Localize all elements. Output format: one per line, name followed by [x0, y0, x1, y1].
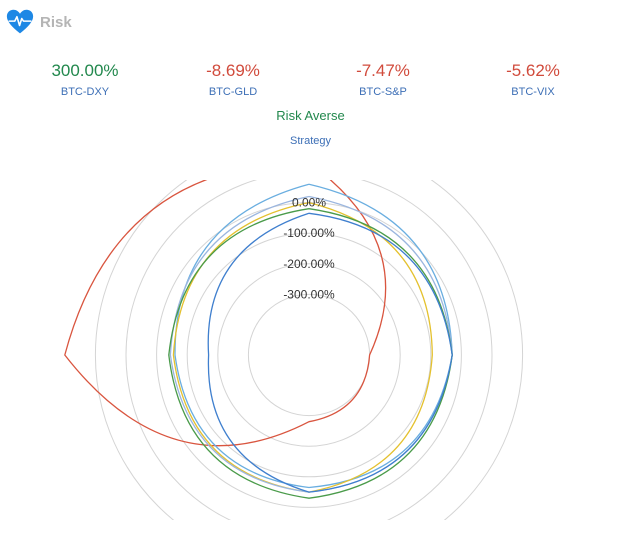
- tick-label: -100.00%: [283, 226, 335, 240]
- grid-ring: [186, 232, 432, 478]
- tick-label: -300.00%: [283, 287, 335, 301]
- heart-pulse-icon: [6, 9, 34, 34]
- panel-header: Risk: [6, 6, 72, 38]
- series-line-6: [207, 212, 453, 493]
- tick-label: -200.00%: [283, 257, 335, 271]
- metric-btc-gld: -8.69% BTC-GLD: [163, 58, 303, 98]
- grid-ring: [217, 263, 401, 447]
- metric-btc-sp: -7.47% BTC-S&P: [313, 58, 453, 98]
- grid-ring: [247, 293, 371, 417]
- metric-value: -5.62%: [506, 61, 560, 80]
- metric-value: 300.00%: [51, 61, 119, 80]
- grid-ring: [94, 180, 524, 520]
- metric-btc-dxy: 300.00% BTC-DXY: [15, 58, 155, 98]
- metric-value: -8.69%: [206, 61, 260, 80]
- regime-label: Risk Averse: [276, 108, 345, 123]
- grid-ring: [125, 180, 493, 520]
- metric-label: BTC-DXY: [60, 86, 110, 98]
- grid-ring: [156, 202, 462, 508]
- series-line-1: [64, 180, 387, 447]
- series-line-5: [168, 208, 453, 499]
- strategy-link[interactable]: Strategy: [290, 135, 331, 147]
- metric-label: BTC-S&P: [359, 86, 407, 98]
- metrics-row: 300.00% BTC-DXY -8.69% BTC-GLD -7.47% BT…: [0, 58, 621, 108]
- metric-label: BTC-VIX: [511, 86, 555, 98]
- metric-btc-vix: -5.62% BTC-VIX: [463, 58, 603, 98]
- panel-title: Risk: [40, 13, 72, 31]
- tick-label: 0.00%: [292, 196, 326, 210]
- radar-chart: 200.00%100.00%0.00%-100.00%-200.00%-300.…: [64, 180, 524, 520]
- metric-label: BTC-GLD: [208, 86, 258, 98]
- metric-value: -7.47%: [356, 61, 410, 80]
